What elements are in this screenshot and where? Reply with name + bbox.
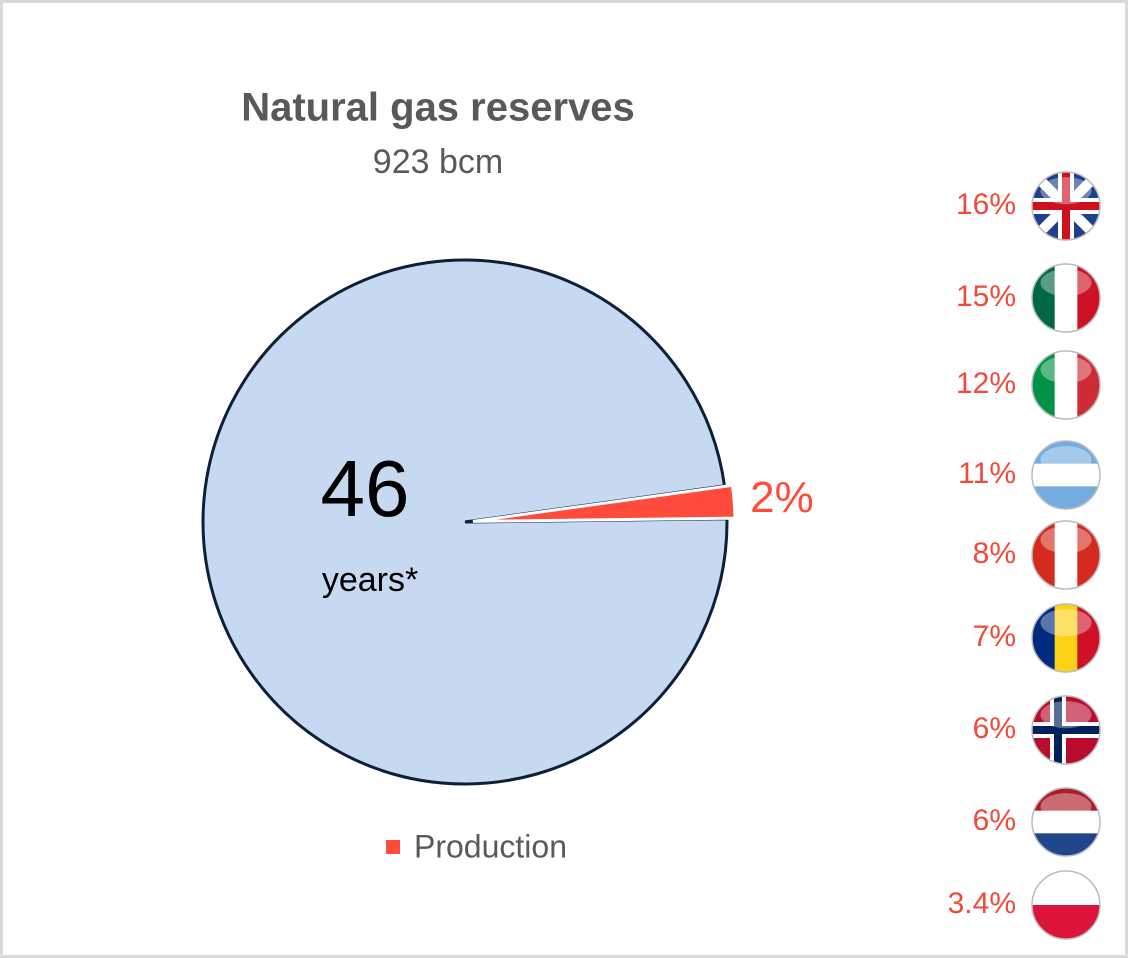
flag-gloss [1040, 793, 1092, 821]
flag-stripe [1032, 441, 1100, 465]
share-label: 15% [956, 280, 1016, 313]
flag-icon [1032, 521, 1100, 589]
center-unit: years* [322, 561, 418, 599]
flag-icon [1032, 351, 1100, 419]
flag-icon [1032, 441, 1100, 509]
flag-icon [1032, 788, 1100, 856]
flag-rim [1031, 695, 1101, 765]
flag-rim [1031, 350, 1101, 420]
flag-icon [1032, 604, 1100, 672]
share-label: 3.4% [948, 887, 1016, 920]
flag-gloss [1040, 177, 1092, 205]
flag-stripe [1032, 486, 1100, 509]
flag-gloss [1040, 446, 1092, 474]
flag-icon [1032, 264, 1100, 332]
share-label: 11% [958, 457, 1016, 490]
flag-rim [1031, 263, 1101, 333]
flag-rim [1031, 520, 1101, 590]
flag-stripe [1077, 604, 1100, 672]
flag-stripe [1054, 521, 1078, 589]
flag-stripe [1054, 604, 1078, 672]
share-label: 8% [973, 537, 1016, 570]
flag-rim [1031, 171, 1101, 241]
flag-stripe [1032, 604, 1056, 672]
flag-rim [1031, 787, 1101, 857]
share-label: 12% [956, 367, 1016, 400]
flag-stripe [1077, 351, 1100, 419]
share-label: 16% [956, 188, 1016, 221]
data-label: 2% [750, 473, 814, 522]
flag-stripe [1032, 351, 1056, 419]
pie-slice [472, 483, 737, 523]
flag-gloss [1040, 876, 1092, 904]
center-number: 46 [321, 444, 410, 533]
flag-stripe [1032, 463, 1100, 487]
flag-stripe [1032, 833, 1100, 856]
share-label: 7% [973, 620, 1016, 653]
flag-gloss [1040, 356, 1092, 384]
flag-rim [1031, 440, 1101, 510]
flag-gloss [1040, 701, 1092, 729]
flag-gloss [1040, 269, 1092, 297]
flag-stripe [1054, 351, 1078, 419]
flag-stripe [1077, 264, 1100, 332]
pie-slice [201, 258, 729, 786]
flag-cross [1032, 726, 1100, 734]
flag-stripe [1032, 810, 1100, 834]
share-label: 6% [973, 712, 1016, 745]
flag-rim [1031, 603, 1101, 673]
flag-icon [1032, 172, 1100, 240]
flag-gloss [1040, 526, 1092, 554]
flag-stripe [1032, 521, 1056, 589]
share-label: 6% [973, 804, 1016, 837]
flag-cross [1032, 202, 1100, 210]
legend-label: Production [414, 828, 567, 864]
chart-subtitle: 923 bcm [373, 143, 503, 181]
legend-swatch [386, 840, 400, 854]
flag-icon [1032, 696, 1100, 764]
flag-stripe [1032, 264, 1056, 332]
flag-stripe [1054, 264, 1078, 332]
chart-title: Natural gas reserves [241, 86, 635, 130]
flag-gloss [1040, 609, 1092, 637]
flag-rim [1031, 870, 1101, 940]
flag-stripe [1032, 788, 1100, 812]
flag-stripe [1077, 521, 1100, 589]
